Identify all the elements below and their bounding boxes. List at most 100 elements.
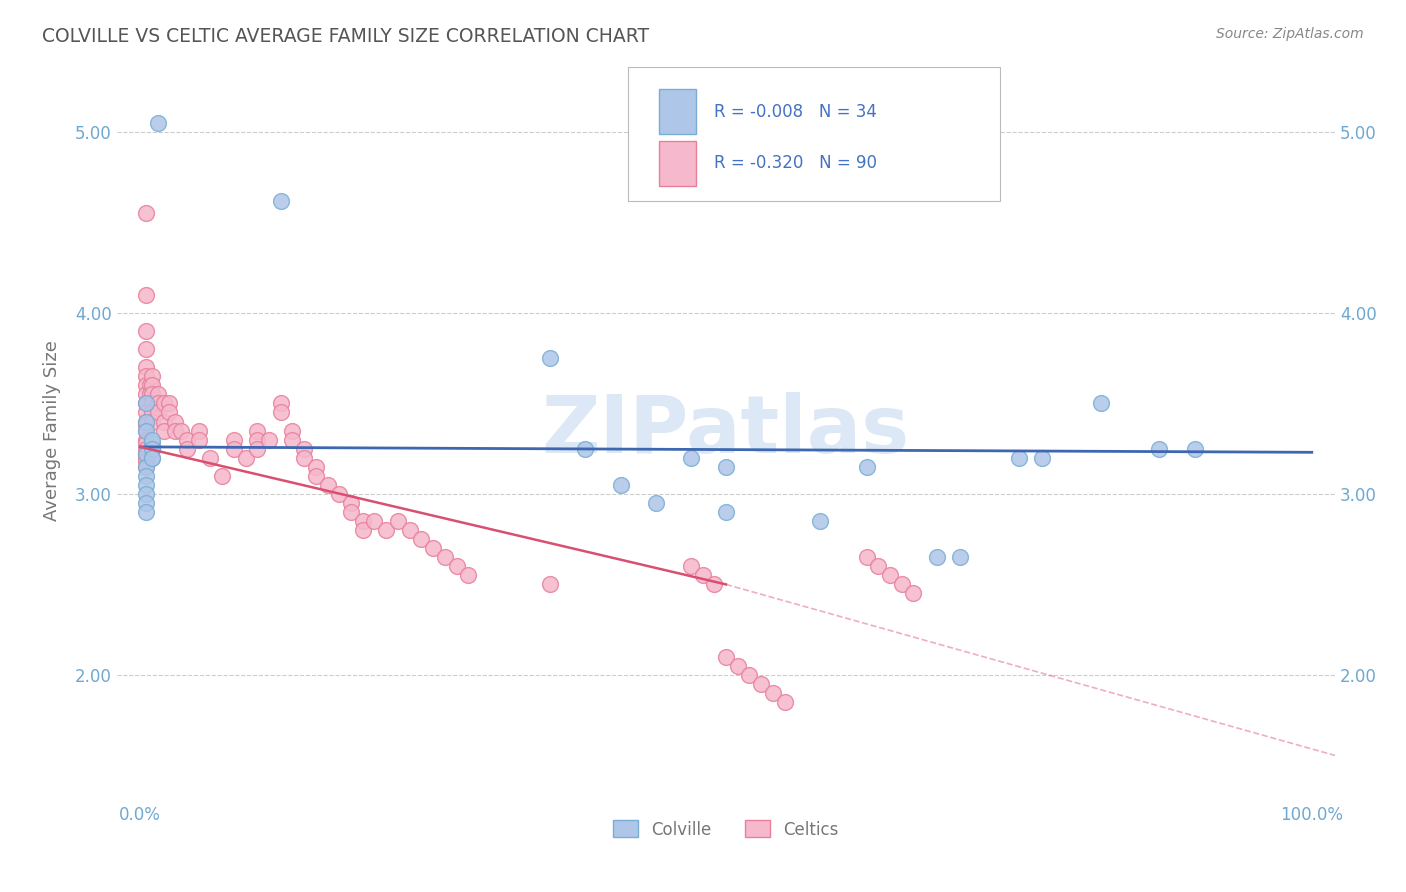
- Point: [749, 677, 772, 691]
- Point: [246, 424, 269, 438]
- Point: [305, 468, 328, 483]
- Point: [316, 478, 339, 492]
- Point: [135, 206, 157, 220]
- Point: [135, 342, 157, 356]
- Point: [135, 369, 157, 384]
- Point: [152, 415, 174, 429]
- Point: [808, 514, 831, 528]
- Point: [270, 396, 292, 410]
- Point: [135, 442, 157, 456]
- Point: [176, 442, 198, 456]
- Point: [176, 433, 198, 447]
- Point: [292, 442, 315, 456]
- Point: [446, 559, 468, 574]
- Point: [141, 415, 163, 429]
- Point: [738, 668, 761, 682]
- Point: [411, 532, 433, 546]
- Point: [292, 450, 315, 465]
- Point: [855, 459, 877, 474]
- Point: [165, 415, 187, 429]
- Point: [141, 378, 163, 392]
- Point: [433, 550, 456, 565]
- Point: [135, 324, 157, 338]
- Point: [305, 459, 328, 474]
- Point: [135, 468, 157, 483]
- Y-axis label: Average Family Size: Average Family Size: [44, 340, 60, 521]
- Point: [138, 378, 160, 392]
- Point: [135, 424, 157, 438]
- Point: [1008, 450, 1031, 465]
- Point: [903, 586, 925, 600]
- Point: [538, 577, 561, 591]
- Point: [281, 424, 304, 438]
- Point: [141, 450, 163, 465]
- Point: [762, 686, 785, 700]
- Point: [235, 450, 257, 465]
- Legend: Colville, Celtics: Colville, Celtics: [606, 814, 845, 846]
- Point: [135, 450, 157, 465]
- Point: [141, 405, 163, 419]
- Point: [159, 405, 181, 419]
- Point: [727, 658, 749, 673]
- Point: [135, 405, 157, 419]
- Point: [222, 433, 245, 447]
- Point: [135, 505, 157, 519]
- Point: [135, 378, 157, 392]
- Point: [141, 387, 163, 401]
- Point: [609, 478, 631, 492]
- Point: [352, 523, 374, 537]
- Point: [138, 387, 160, 401]
- Point: [146, 387, 169, 401]
- Point: [135, 454, 157, 468]
- Point: [135, 396, 157, 410]
- Point: [211, 468, 233, 483]
- Point: [141, 396, 163, 410]
- Point: [246, 442, 269, 456]
- Point: [246, 433, 269, 447]
- Point: [135, 433, 157, 447]
- Point: [135, 415, 157, 429]
- Point: [868, 559, 890, 574]
- Point: [855, 550, 877, 565]
- Point: [1184, 442, 1206, 456]
- Point: [949, 550, 972, 565]
- Point: [187, 424, 209, 438]
- Point: [363, 514, 385, 528]
- Point: [146, 396, 169, 410]
- Point: [340, 505, 363, 519]
- FancyBboxPatch shape: [628, 67, 1000, 201]
- Point: [135, 459, 157, 474]
- Point: [773, 695, 796, 709]
- Point: [187, 433, 209, 447]
- Point: [200, 450, 222, 465]
- Point: [257, 433, 280, 447]
- Point: [135, 360, 157, 375]
- Point: [222, 442, 245, 456]
- Point: [135, 496, 157, 510]
- Point: [352, 514, 374, 528]
- Point: [714, 505, 737, 519]
- Point: [135, 415, 157, 429]
- Point: [890, 577, 912, 591]
- Point: [925, 550, 948, 565]
- Point: [457, 568, 479, 582]
- Point: [135, 387, 157, 401]
- Point: [152, 424, 174, 438]
- Point: [135, 424, 157, 438]
- Point: [1031, 450, 1053, 465]
- Point: [692, 568, 714, 582]
- Point: [1149, 442, 1171, 456]
- Point: [141, 433, 163, 447]
- Point: [375, 523, 398, 537]
- Bar: [659, 89, 696, 134]
- Point: [135, 459, 157, 474]
- Point: [152, 396, 174, 410]
- Point: [141, 450, 163, 465]
- Point: [135, 396, 157, 410]
- Point: [538, 351, 561, 366]
- Point: [135, 478, 157, 492]
- Point: [170, 424, 193, 438]
- Point: [135, 436, 157, 450]
- Point: [141, 436, 163, 450]
- Text: R = -0.008   N = 34: R = -0.008 N = 34: [714, 103, 877, 120]
